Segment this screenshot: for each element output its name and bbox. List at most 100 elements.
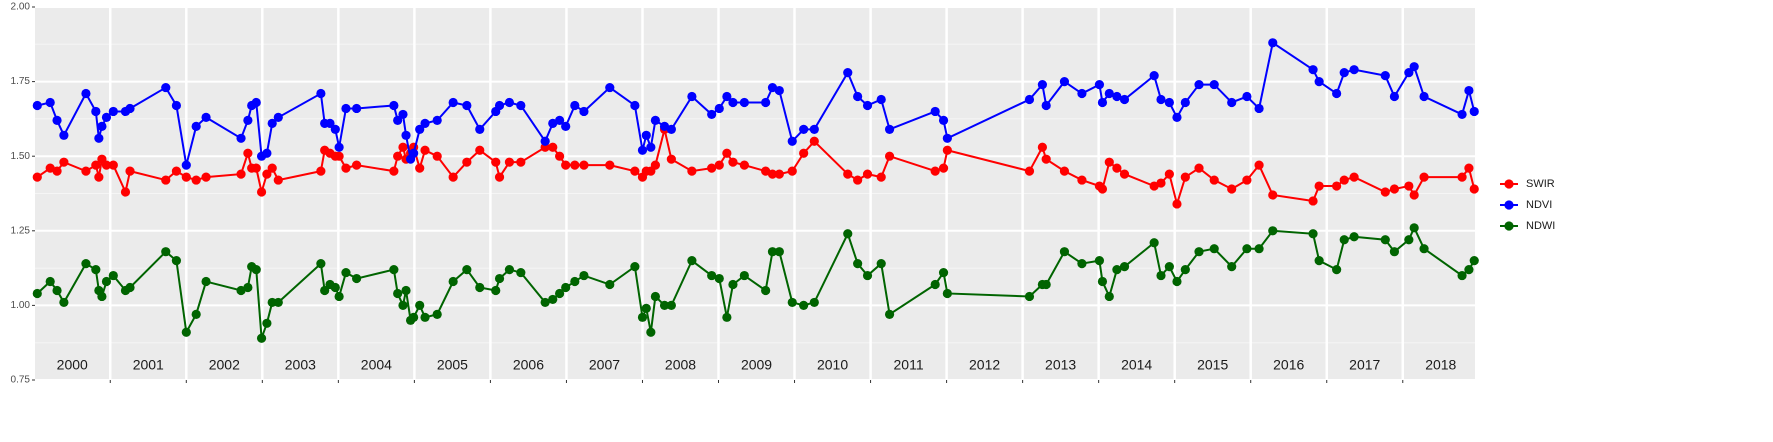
y-tick-label: 1.00 bbox=[11, 300, 31, 311]
legend: SWIR NDVI NDWI bbox=[1500, 178, 1555, 232]
data-point bbox=[853, 259, 863, 269]
data-point bbox=[722, 91, 732, 102]
data-point bbox=[475, 282, 485, 293]
data-point bbox=[420, 145, 430, 155]
data-point bbox=[809, 297, 819, 308]
data-point bbox=[59, 130, 69, 140]
data-point bbox=[236, 133, 246, 143]
data-point bbox=[799, 148, 809, 158]
data-point bbox=[1097, 184, 1108, 194]
data-point bbox=[251, 264, 261, 275]
data-point bbox=[1149, 71, 1159, 81]
data-point bbox=[316, 259, 326, 269]
data-point bbox=[32, 172, 42, 182]
data-point bbox=[262, 169, 272, 179]
data-point bbox=[1268, 190, 1278, 200]
data-point bbox=[125, 166, 135, 176]
data-point bbox=[938, 267, 949, 278]
legend-label: SWIR bbox=[1526, 178, 1555, 190]
data-point bbox=[687, 256, 697, 266]
data-point bbox=[1268, 226, 1278, 236]
data-point bbox=[1389, 247, 1400, 257]
data-point bbox=[1389, 184, 1400, 194]
data-point bbox=[262, 148, 272, 158]
year-label: 2014 bbox=[1121, 357, 1152, 373]
data-point bbox=[1156, 270, 1166, 281]
data-point bbox=[1380, 235, 1390, 245]
data-point bbox=[707, 270, 717, 281]
data-point bbox=[714, 160, 724, 170]
data-point bbox=[316, 166, 326, 176]
data-point bbox=[666, 124, 676, 134]
data-point bbox=[938, 115, 949, 125]
data-point bbox=[1227, 262, 1237, 272]
data-point bbox=[45, 276, 55, 287]
data-point bbox=[1119, 94, 1130, 105]
data-point bbox=[52, 285, 62, 296]
data-point bbox=[843, 169, 853, 179]
data-point bbox=[1112, 91, 1122, 102]
data-point bbox=[687, 166, 697, 176]
data-point bbox=[555, 115, 565, 125]
data-point bbox=[930, 279, 940, 290]
data-point bbox=[393, 288, 403, 299]
data-point bbox=[1409, 62, 1419, 72]
data-point bbox=[448, 276, 458, 287]
data-point bbox=[1112, 163, 1122, 173]
data-point bbox=[1059, 166, 1070, 176]
data-point bbox=[942, 288, 952, 299]
data-point bbox=[251, 163, 261, 173]
year-label: 2011 bbox=[894, 357, 924, 373]
data-point bbox=[1172, 199, 1182, 209]
data-point bbox=[646, 327, 656, 337]
data-point bbox=[401, 285, 411, 296]
data-point bbox=[1457, 109, 1467, 120]
data-point bbox=[420, 118, 430, 128]
data-point bbox=[1457, 172, 1467, 182]
year-label: 2005 bbox=[437, 357, 468, 373]
data-point bbox=[1464, 264, 1474, 275]
data-point bbox=[1242, 244, 1252, 254]
data-point bbox=[862, 169, 873, 179]
data-point bbox=[1104, 157, 1114, 167]
data-point bbox=[415, 300, 425, 310]
data-point bbox=[548, 142, 558, 152]
data-point bbox=[504, 157, 515, 167]
data-point bbox=[630, 262, 640, 272]
data-point bbox=[579, 106, 589, 117]
data-point bbox=[97, 291, 107, 302]
data-point bbox=[876, 94, 886, 105]
data-point bbox=[475, 124, 485, 134]
data-point bbox=[91, 160, 101, 170]
data-point bbox=[884, 309, 895, 319]
data-point bbox=[1180, 264, 1190, 275]
data-point bbox=[1059, 247, 1070, 257]
data-point bbox=[91, 106, 101, 117]
data-point bbox=[125, 282, 135, 293]
data-point bbox=[722, 312, 732, 322]
data-point bbox=[191, 175, 201, 185]
year-label: 2000 bbox=[57, 357, 88, 373]
data-point bbox=[1077, 259, 1087, 269]
data-point bbox=[774, 85, 784, 96]
data-point bbox=[739, 97, 749, 108]
data-point bbox=[1164, 97, 1174, 108]
data-point bbox=[1349, 65, 1359, 75]
data-point bbox=[555, 288, 565, 299]
data-point bbox=[1469, 184, 1479, 194]
data-point bbox=[761, 97, 771, 108]
year-label: 2006 bbox=[513, 357, 544, 373]
data-point bbox=[787, 297, 797, 308]
data-point bbox=[809, 136, 819, 146]
data-point bbox=[1404, 235, 1414, 245]
data-point bbox=[341, 163, 351, 173]
data-point bbox=[853, 91, 863, 102]
data-point bbox=[352, 103, 362, 114]
data-point bbox=[1024, 291, 1035, 302]
legend-label: NDVI bbox=[1526, 199, 1552, 211]
data-point bbox=[1024, 166, 1035, 176]
data-point bbox=[1419, 244, 1429, 254]
data-point bbox=[1041, 154, 1051, 164]
data-point bbox=[201, 276, 211, 287]
